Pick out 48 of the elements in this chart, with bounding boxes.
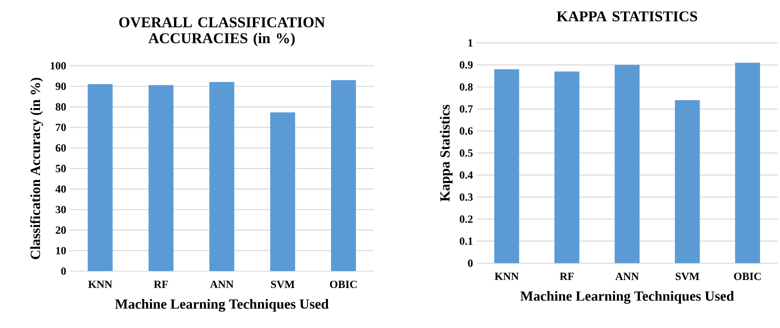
bar: [88, 84, 113, 272]
bar: [735, 62, 760, 264]
y-tick-label: 0: [468, 260, 473, 267]
y-tick-label: 0.1: [460, 237, 472, 245]
x-axis-title: Machine Learning Techniques Used: [115, 298, 329, 312]
x-tick-label: ANN: [210, 280, 234, 288]
x-axis-title: Machine Learning Techniques Used: [520, 290, 734, 304]
y-tick-label: 90: [56, 82, 66, 90]
y-tick-label: 20: [56, 226, 66, 234]
y-tick-label: 0.5: [460, 149, 473, 157]
x-tick-label: SVM: [271, 280, 295, 288]
y-tick-label: 70: [56, 124, 66, 132]
y-tick-label: 50: [56, 164, 66, 172]
y-tick-label: 30: [56, 206, 66, 214]
y-axis-title: Classification Accuracy (in %): [30, 78, 43, 260]
bar: [554, 72, 580, 264]
y-tick-label: 1: [468, 39, 472, 46]
x-tick-label: ANN: [615, 272, 639, 280]
y-tick-label: 80: [56, 103, 66, 111]
y-tick-label: 0.4: [460, 171, 473, 179]
bar: [494, 69, 520, 264]
x-tick-label: KNN: [88, 280, 112, 288]
x-tick-label: SVM: [676, 272, 700, 280]
y-tick-label: 0: [61, 267, 66, 275]
y-axis-title: Kappa Statistics: [440, 104, 453, 202]
y-tick-label: 0.3: [460, 193, 473, 201]
y-tick-label: 0.8: [460, 83, 473, 91]
bar: [614, 64, 640, 264]
y-tick-label: 100: [50, 62, 66, 70]
y-tick-label: 0.6: [460, 127, 473, 135]
y-tick-label: 0.2: [460, 215, 473, 223]
bar: [674, 100, 700, 264]
chart-title: OVERALL CLASSIFICATION ACCURACIES (in %): [119, 17, 325, 46]
y-tick-label: 10: [56, 246, 66, 254]
x-tick-label: OBIC: [330, 280, 357, 288]
y-tick-label: 60: [56, 144, 66, 152]
y-tick-label: 0.9: [460, 61, 473, 69]
x-tick-label: OBIC: [734, 272, 761, 280]
y-tick-label: 40: [55, 185, 66, 193]
bar: [209, 82, 234, 272]
bar: [148, 85, 174, 272]
bar: [331, 80, 356, 272]
x-tick-label: KNN: [494, 272, 519, 280]
y-tick-label: 0.7: [460, 105, 473, 113]
bar: [270, 112, 296, 272]
x-tick-label: RF: [560, 272, 574, 280]
x-tick-label: RF: [154, 280, 168, 288]
chart-title: KAPPA STATISTICS: [556, 11, 698, 22]
